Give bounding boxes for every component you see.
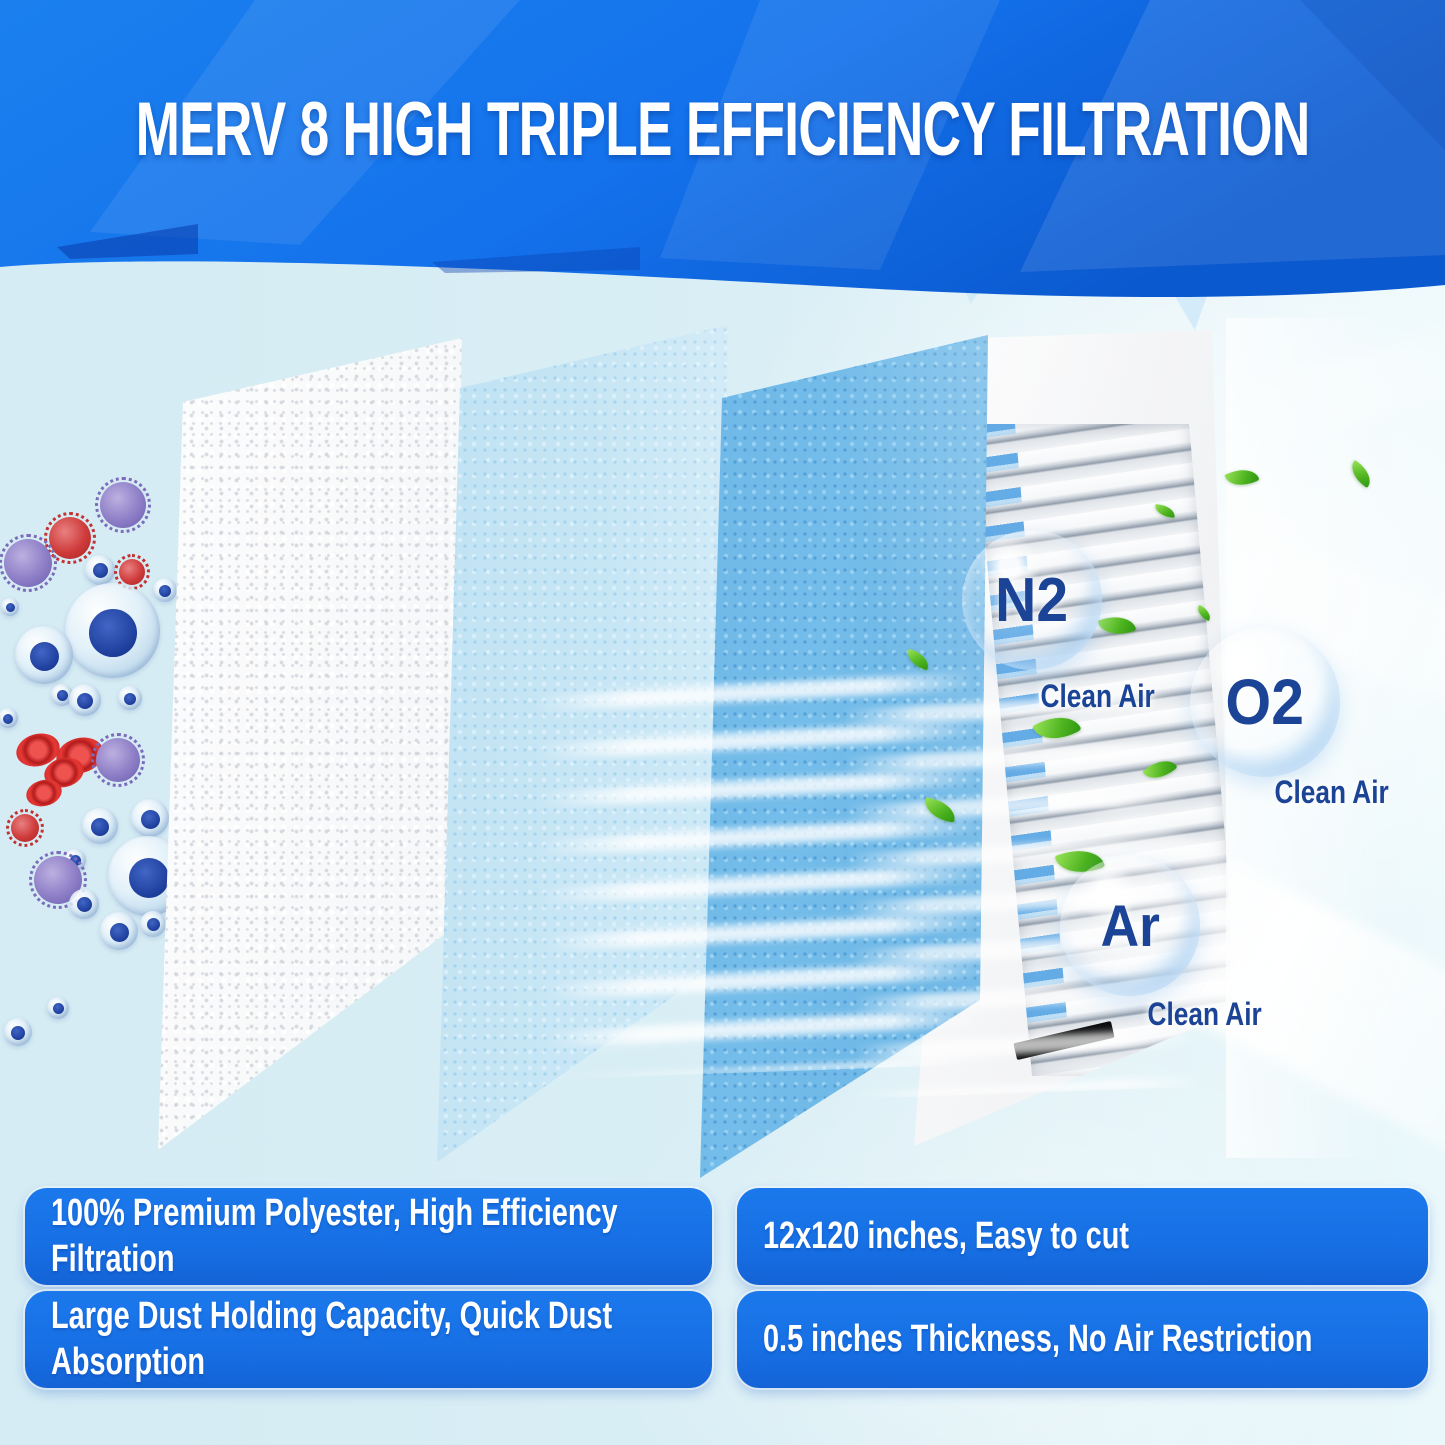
leaf-icon [1224,462,1260,493]
cell-icon [118,686,142,710]
cell-icon [64,582,160,678]
gas-symbol: O2 [1225,666,1305,738]
feature-box-material: 100% Premium Polyester, High Efficiency … [25,1188,712,1285]
cell-icon [131,799,169,837]
cell-icon [140,911,166,937]
cell-icon [15,626,73,684]
feature-text: Large Dust Holding Capacity, Quick Dust … [51,1294,613,1383]
leaf-icon [1345,459,1377,489]
cell-icon [51,684,73,706]
cell-icon [100,912,138,950]
gas-bubble-n2: N2 [962,530,1102,670]
virus-icon [44,512,96,564]
header-band [0,0,1445,298]
virus-icon [0,534,57,592]
cell-icon [82,808,118,844]
feature-text: 0.5 inches Thickness, No Air Restriction [763,1317,1313,1360]
band-decor-flag [432,247,640,273]
band-decor-stripe [660,0,1000,270]
feature-text: 100% Premium Polyester, High Efficiency … [51,1191,618,1280]
virus-icon [6,809,44,847]
feature-box-capacity: Large Dust Holding Capacity, Quick Dust … [25,1291,712,1388]
page-title: MERV 8 HIGH TRIPLE EFFICIENCY FILTRATION [135,86,1311,172]
band-decor-flag [57,224,198,259]
band-decor-corner [1300,0,1445,150]
cell-icon [69,684,101,716]
cell-icon [85,555,115,585]
leaf-icon [1142,752,1178,787]
feature-box-thickness: 0.5 inches Thickness, No Air Restriction [737,1291,1428,1388]
cell-icon [0,708,18,728]
gas-symbol: N2 [995,565,1069,635]
leaf-icon [922,797,958,823]
feature-text: 12x120 inches, Easy to cut [763,1214,1130,1257]
band-decor-stripe [90,0,520,245]
gas-bubble-o2: O2 [1190,627,1340,777]
virus-icon [91,733,145,787]
cell-icon [1,598,19,616]
gas-bubble-ar: Ar [1060,856,1200,996]
cell-icon [47,997,69,1019]
feature-boxes: 100% Premium Polyester, High Efficiency … [25,1188,1428,1388]
virus-icon [114,554,150,590]
feature-box-size: 12x120 inches, Easy to cut [737,1188,1428,1285]
leaf-icon [904,648,932,671]
band-decor-stripe [1020,0,1445,272]
leaf-icon [1097,610,1137,641]
gas-symbol: Ar [1100,893,1160,959]
cell-icon [4,1018,32,1046]
virus-icon [95,477,151,533]
cell-icon [69,889,99,919]
leaf-icon [1194,604,1214,622]
leaf-icon [1154,504,1176,518]
cell-icon [153,578,177,602]
